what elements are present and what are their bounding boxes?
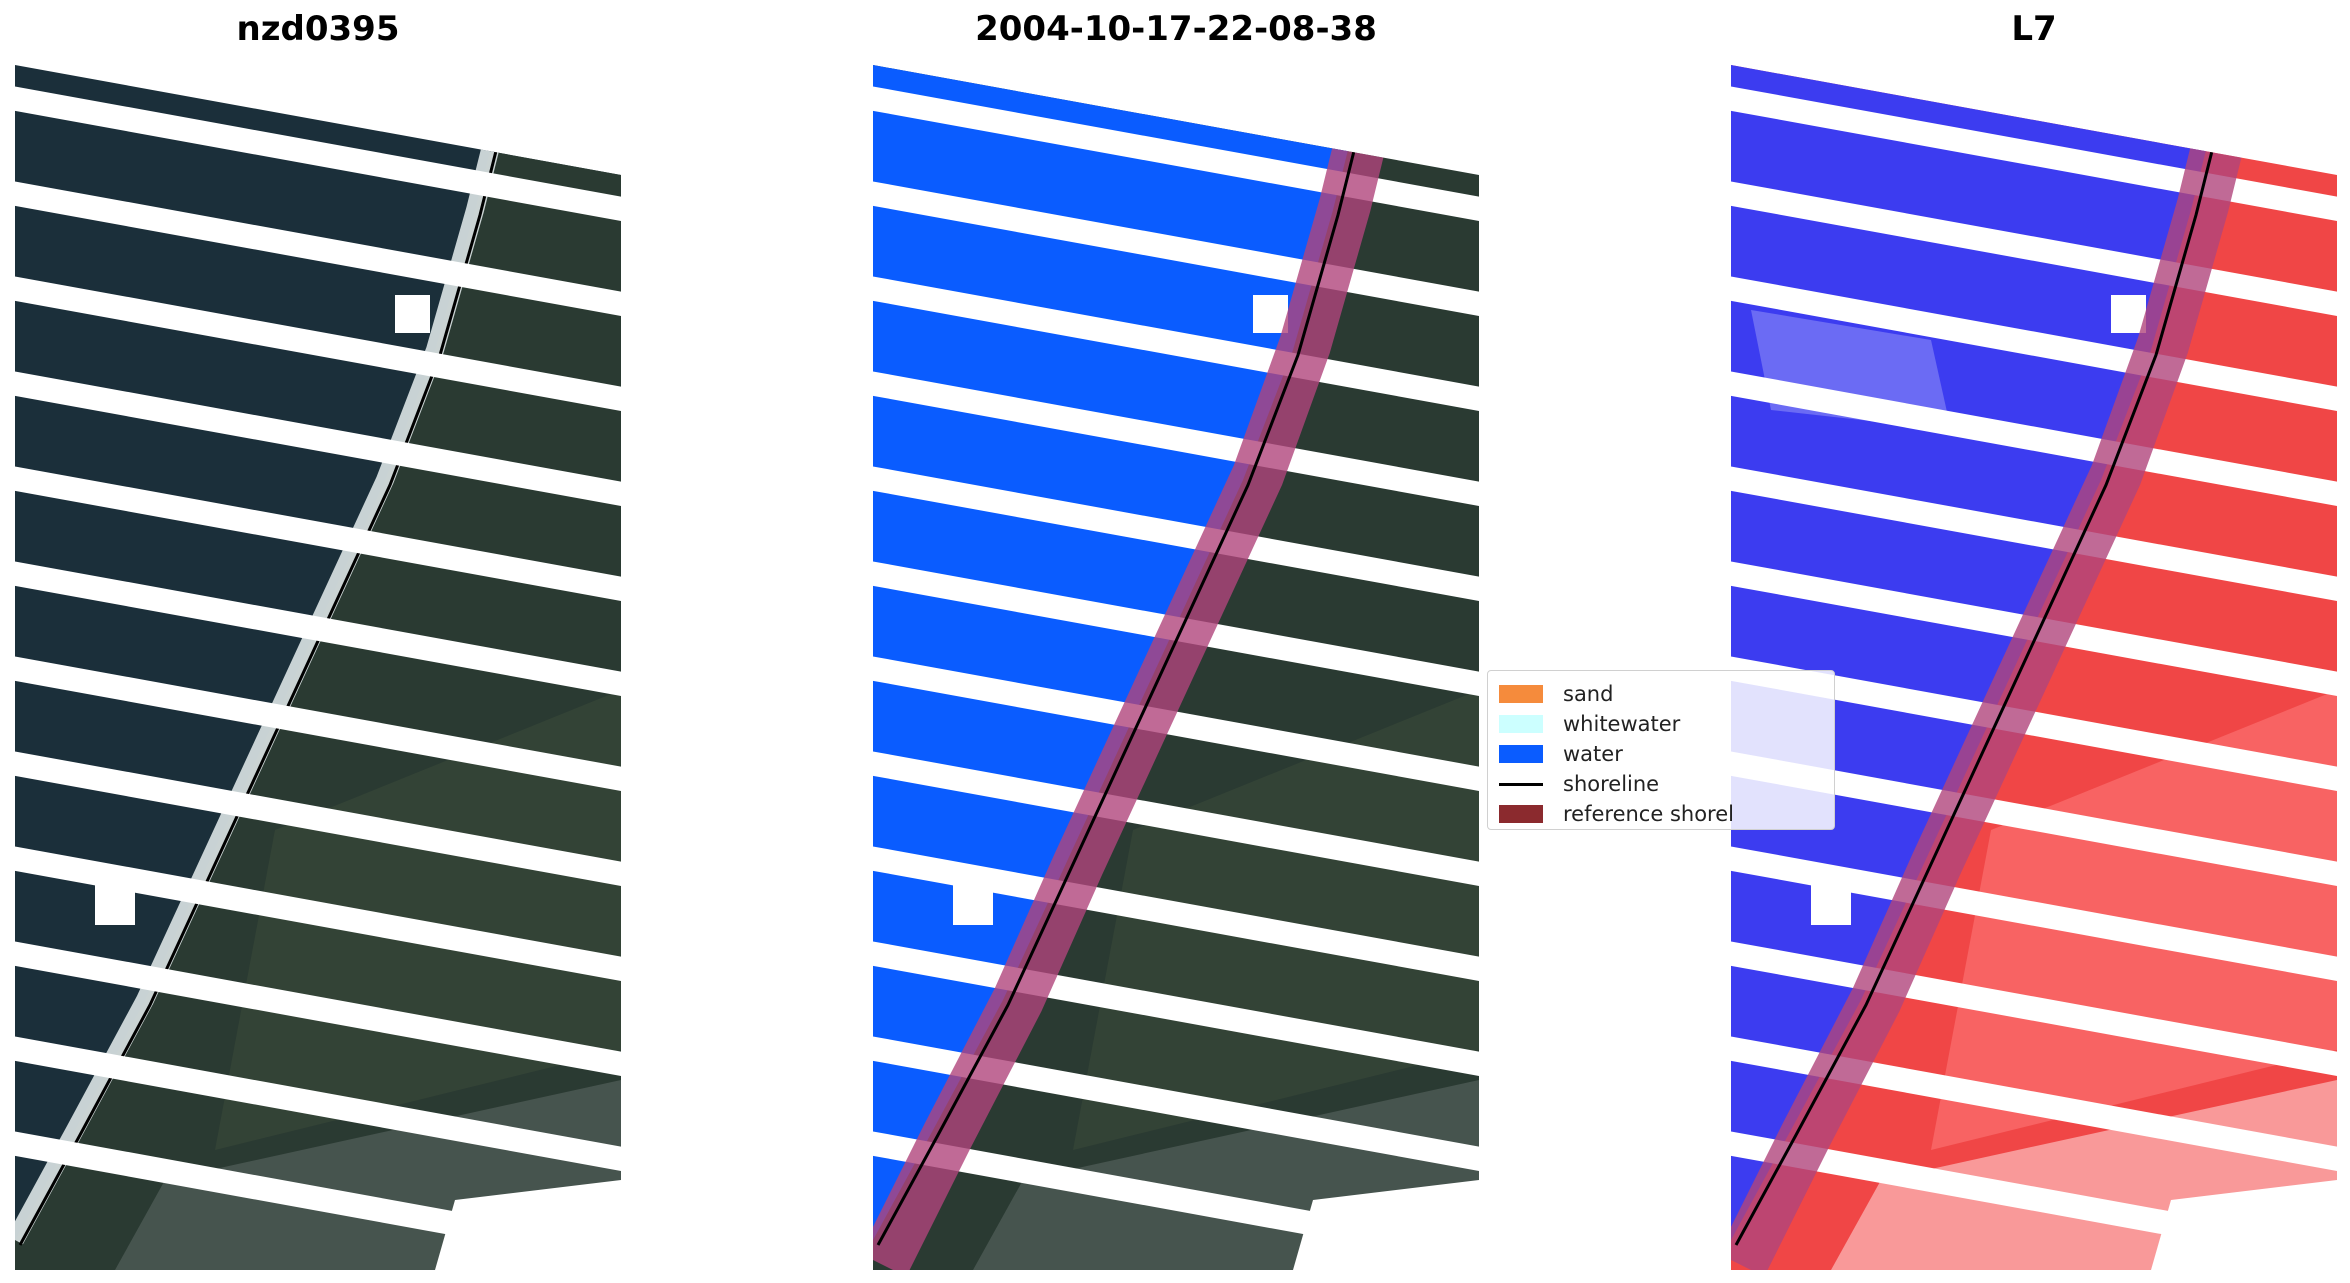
legend-item-reference-shoreline: reference shoreline: [1499, 800, 1733, 828]
index-image: [1731, 65, 2337, 1270]
legend-box: [1487, 670, 1835, 830]
legend-label: shoreline: [1563, 772, 1660, 796]
panel-title-index: L7: [2011, 9, 2057, 49]
panel-title-classification: 2004-10-17-22-08-38: [975, 9, 1377, 49]
sand-swatch: [1499, 685, 1543, 703]
classification-image: [873, 65, 1479, 1270]
legend-label: reference shoreline: [1563, 802, 1733, 826]
rgb-satellite-image: [15, 65, 621, 1270]
reference-shoreline-swatch: [1499, 805, 1543, 823]
legend: sand whitewater water shoreline referenc…: [1487, 670, 1733, 830]
legend-label: sand: [1563, 682, 1614, 706]
legend-item-sand: sand: [1499, 680, 1613, 708]
legend-item-whitewater: whitewater: [1499, 710, 1680, 738]
legend-label: whitewater: [1563, 712, 1681, 736]
legend-item-shoreline: shoreline: [1499, 770, 1659, 798]
panel-title-rgb: nzd0395: [236, 9, 400, 49]
legend-item-water: water: [1499, 740, 1623, 768]
shoreline-line-swatch: [1499, 782, 1543, 786]
water-swatch: [1499, 745, 1543, 763]
legend-label: water: [1563, 742, 1623, 766]
whitewater-swatch: [1499, 715, 1543, 733]
